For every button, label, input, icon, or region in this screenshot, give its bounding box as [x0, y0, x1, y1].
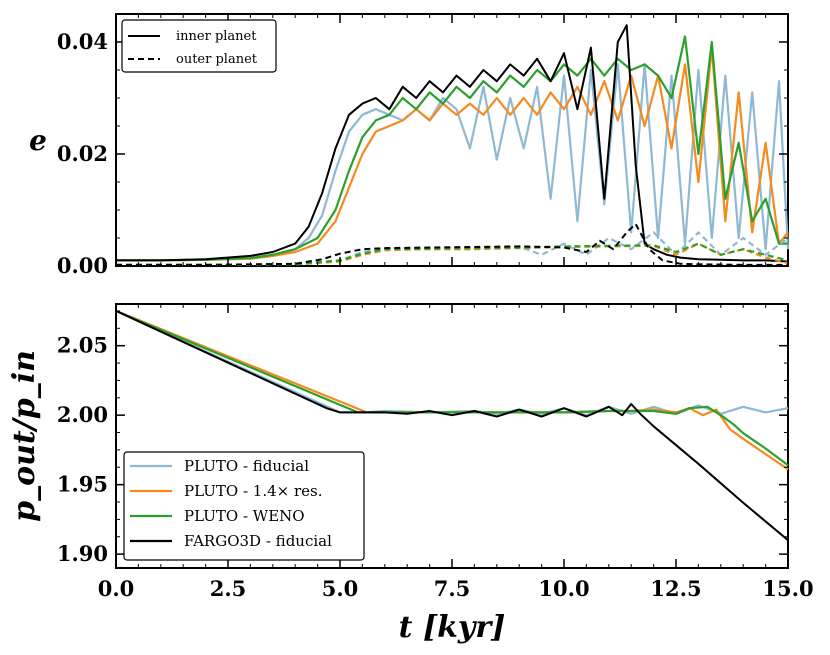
bottom-y-axis-title: p_out/p_in [7, 350, 42, 522]
series-line-pluto-weno-outer [116, 242, 789, 266]
bottom-legend: PLUTO - fiducial PLUTO - 1.4× res. PLUTO… [123, 451, 365, 561]
series-line-pluto-fiducial-inner [116, 63, 790, 262]
top-series-group [116, 24, 790, 266]
x-tick-label: 10.0 [538, 576, 589, 601]
legend-label-pluto-weno: PLUTO - WENO [184, 507, 305, 525]
legend-label-pluto-fiducial: PLUTO - fiducial [184, 457, 309, 475]
series-line-fargo3d-fiducial-outer [116, 223, 788, 266]
top-legend-box [121, 19, 277, 73]
x-axis-title: t [kyr] [399, 610, 506, 645]
x-tick-label: 0.0 [98, 576, 135, 601]
bottom-ticks-group: 0.0 2.5 5.0 7.5 10.0 12.5 15.0 1.90 1.95 2.00 2.05 [57, 304, 814, 601]
x-tick-label: 7.5 [434, 576, 471, 601]
y-tick-label: 1.90 [57, 541, 108, 566]
panel-top: 0.00 0.02 0.04 e inner planet outer planet [29, 13, 790, 278]
x-tick-label: 2.5 [210, 576, 247, 601]
x-tick-label: 12.5 [650, 576, 701, 601]
series-line-fargo3d-fiducial-inner [116, 24, 789, 263]
y-tick-label: 0.00 [57, 253, 108, 278]
x-tick-label: 15.0 [762, 576, 813, 601]
bottom-legend-box [123, 451, 365, 561]
legend-label-inner-planet: inner planet [176, 29, 257, 44]
y-tick-label: 0.04 [57, 29, 108, 54]
x-tick-label: 5.0 [322, 576, 359, 601]
y-tick-label: 0.02 [57, 141, 108, 166]
series-line-pluto-weno-inner [116, 35, 788, 262]
legend-label-pluto-highres: PLUTO - 1.4× res. [184, 482, 323, 500]
bottom-series-group [115, 309, 789, 541]
top-y-axis-title: e [29, 124, 47, 157]
top-ticks-group: 0.00 0.02 0.04 [57, 13, 789, 278]
top-legend: inner planet outer planet [121, 19, 277, 73]
y-tick-label: 2.05 [57, 333, 108, 358]
legend-label-fargo3d-fiducial: FARGO3D - fiducial [184, 532, 332, 550]
panel-bottom: 0.0 2.5 5.0 7.5 10.0 12.5 15.0 1.90 1.95 2.00 2.05… [7, 303, 814, 645]
y-tick-label: 1.95 [57, 472, 108, 497]
series-line-pluto-1-4x-res-inner [116, 46, 789, 262]
legend-label-outer-planet: outer planet [176, 52, 258, 67]
series-line-fargo3d-fiducial [115, 309, 789, 541]
y-tick-label: 2.00 [57, 402, 108, 427]
